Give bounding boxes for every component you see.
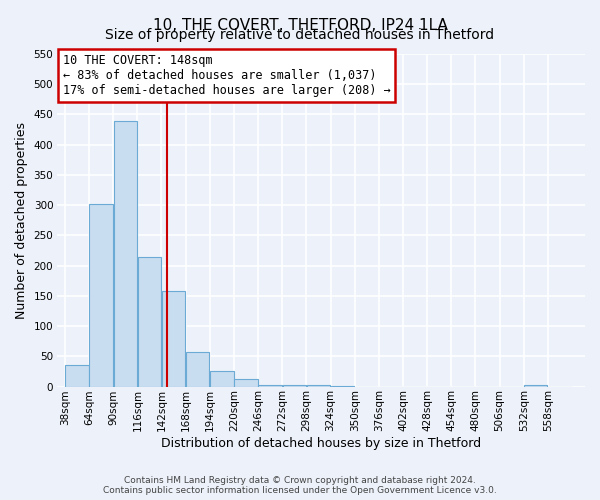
Bar <box>89 204 113 386</box>
Bar <box>113 120 137 386</box>
Text: Size of property relative to detached houses in Thetford: Size of property relative to detached ho… <box>106 28 494 42</box>
Text: Contains HM Land Registry data © Crown copyright and database right 2024.
Contai: Contains HM Land Registry data © Crown c… <box>103 476 497 495</box>
X-axis label: Distribution of detached houses by size in Thetford: Distribution of detached houses by size … <box>161 437 481 450</box>
Bar <box>186 352 209 386</box>
Bar <box>65 366 89 386</box>
Text: 10 THE COVERT: 148sqm
← 83% of detached houses are smaller (1,037)
17% of semi-d: 10 THE COVERT: 148sqm ← 83% of detached … <box>63 54 391 97</box>
Bar <box>210 371 233 386</box>
Y-axis label: Number of detached properties: Number of detached properties <box>15 122 28 319</box>
Bar <box>162 291 185 386</box>
Bar <box>283 384 306 386</box>
Text: 10, THE COVERT, THETFORD, IP24 1LA: 10, THE COVERT, THETFORD, IP24 1LA <box>152 18 448 32</box>
Bar <box>235 380 258 386</box>
Bar <box>138 256 161 386</box>
